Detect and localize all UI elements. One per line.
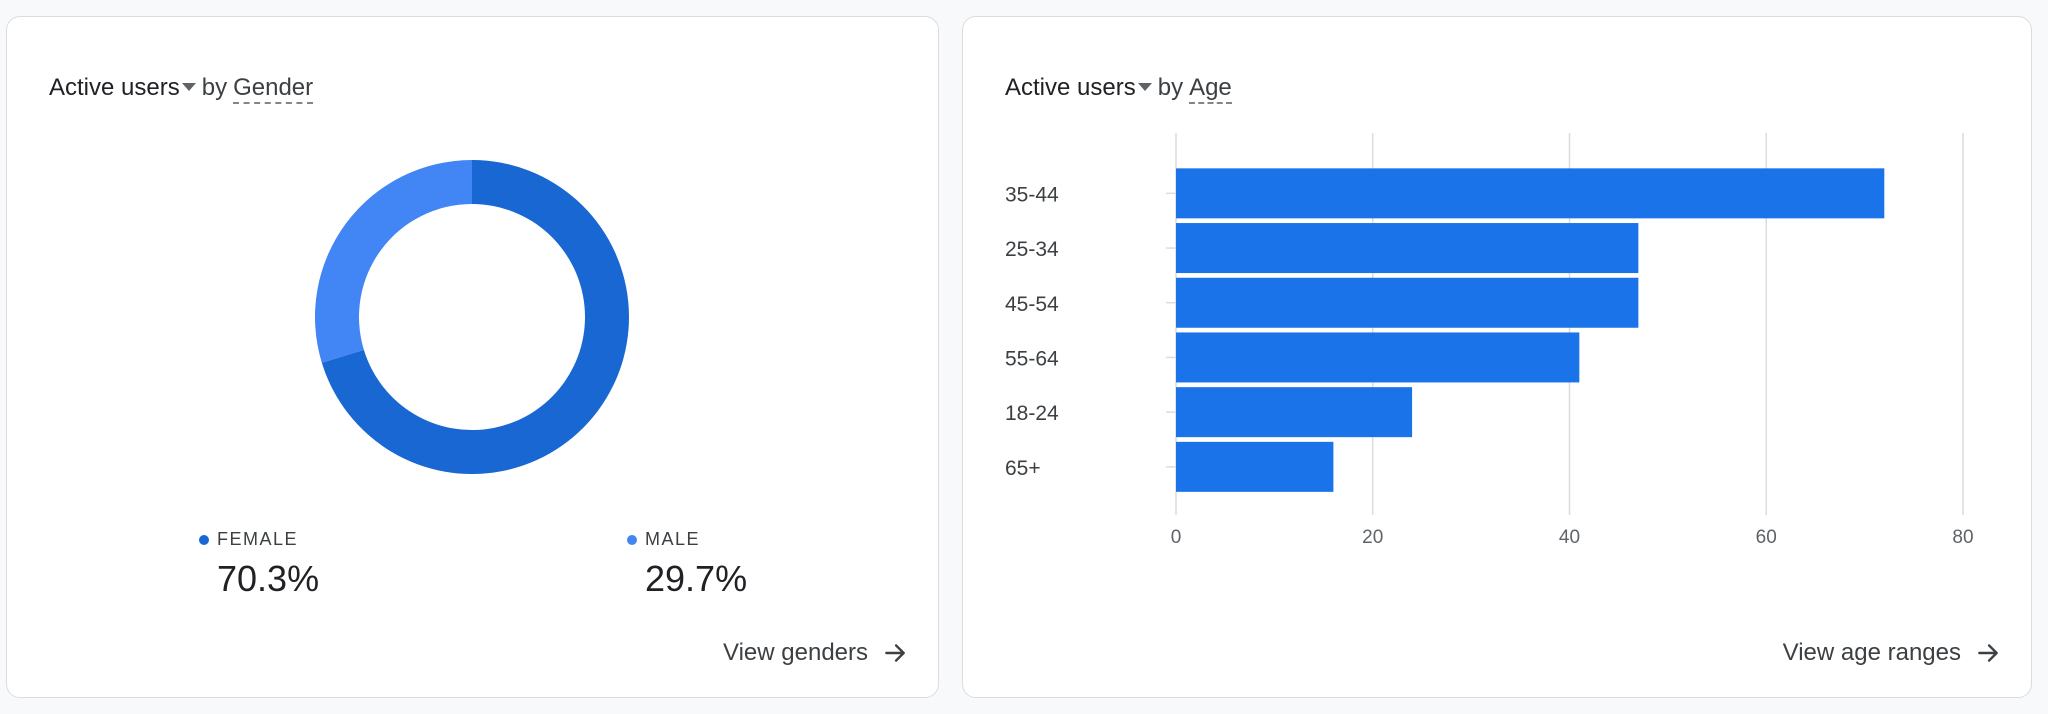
gender-donut-chart xyxy=(315,160,629,474)
x-tick-label: 80 xyxy=(1952,527,1973,548)
caret-down-icon[interactable] xyxy=(181,82,196,91)
view-genders-link[interactable]: View genders xyxy=(723,639,908,667)
legend-value-male: 29.7% xyxy=(645,558,748,599)
bar-65+[interactable] xyxy=(1176,441,1334,492)
by-text: by xyxy=(1157,74,1184,101)
age-card: Active users by Age 0 20 40 60 80 35-44 25-34 45-… xyxy=(962,16,2032,698)
category-label: 55-64 xyxy=(1005,347,1059,370)
view-age-ranges-label: View age ranges xyxy=(1782,639,1961,666)
legend-item-female: FEMALE 70.3% xyxy=(199,529,319,600)
category-label: 18-24 xyxy=(1005,402,1059,425)
bar-18-24[interactable] xyxy=(1176,387,1413,438)
gender-card-title: Active users by Gender xyxy=(49,73,314,104)
x-tick-label: 0 xyxy=(1171,527,1182,548)
male-dot-icon xyxy=(627,534,637,545)
x-tick-label: 40 xyxy=(1559,527,1580,548)
legend-item-male: MALE 29.7% xyxy=(627,529,747,600)
bar-25-34[interactable] xyxy=(1176,223,1639,274)
legend-label-female: FEMALE xyxy=(217,529,299,549)
bar-35-44[interactable] xyxy=(1176,168,1885,219)
legend-label-male: MALE xyxy=(645,529,701,549)
dimension-label[interactable]: Gender xyxy=(233,74,314,104)
caret-down-icon[interactable] xyxy=(1137,82,1152,91)
bar-55-64[interactable] xyxy=(1176,332,1580,383)
arrow-right-icon xyxy=(885,644,905,662)
age-card-title: Active users by Age xyxy=(1005,73,1232,104)
female-dot-icon xyxy=(199,534,209,545)
x-tick-label: 20 xyxy=(1362,527,1383,548)
dimension-label[interactable]: Age xyxy=(1189,74,1232,104)
view-age-ranges-link[interactable]: View age ranges xyxy=(1783,639,2001,667)
age-bar-chart: 0 20 40 60 80 35-44 25-34 45-54 55-64 18-24 65+ xyxy=(1005,133,1974,548)
metric-selector[interactable]: Active users xyxy=(49,74,180,101)
legend-value-female: 70.3% xyxy=(217,558,320,599)
metric-selector[interactable]: Active users xyxy=(1005,74,1136,101)
category-label: 65+ xyxy=(1005,457,1041,480)
gender-card: Active users by Gender FEMALE 70.3% MALE 2… xyxy=(6,16,939,698)
by-text: by xyxy=(201,74,228,101)
category-label: 45-54 xyxy=(1005,293,1059,316)
view-genders-label: View genders xyxy=(723,639,868,666)
category-label: 25-34 xyxy=(1005,238,1059,261)
category-label: 35-44 xyxy=(1005,183,1059,206)
x-tick-label: 60 xyxy=(1756,527,1777,548)
bar-45-54[interactable] xyxy=(1176,277,1639,328)
donut-slice-male[interactable] xyxy=(315,160,472,363)
arrow-right-icon xyxy=(1978,644,1998,662)
